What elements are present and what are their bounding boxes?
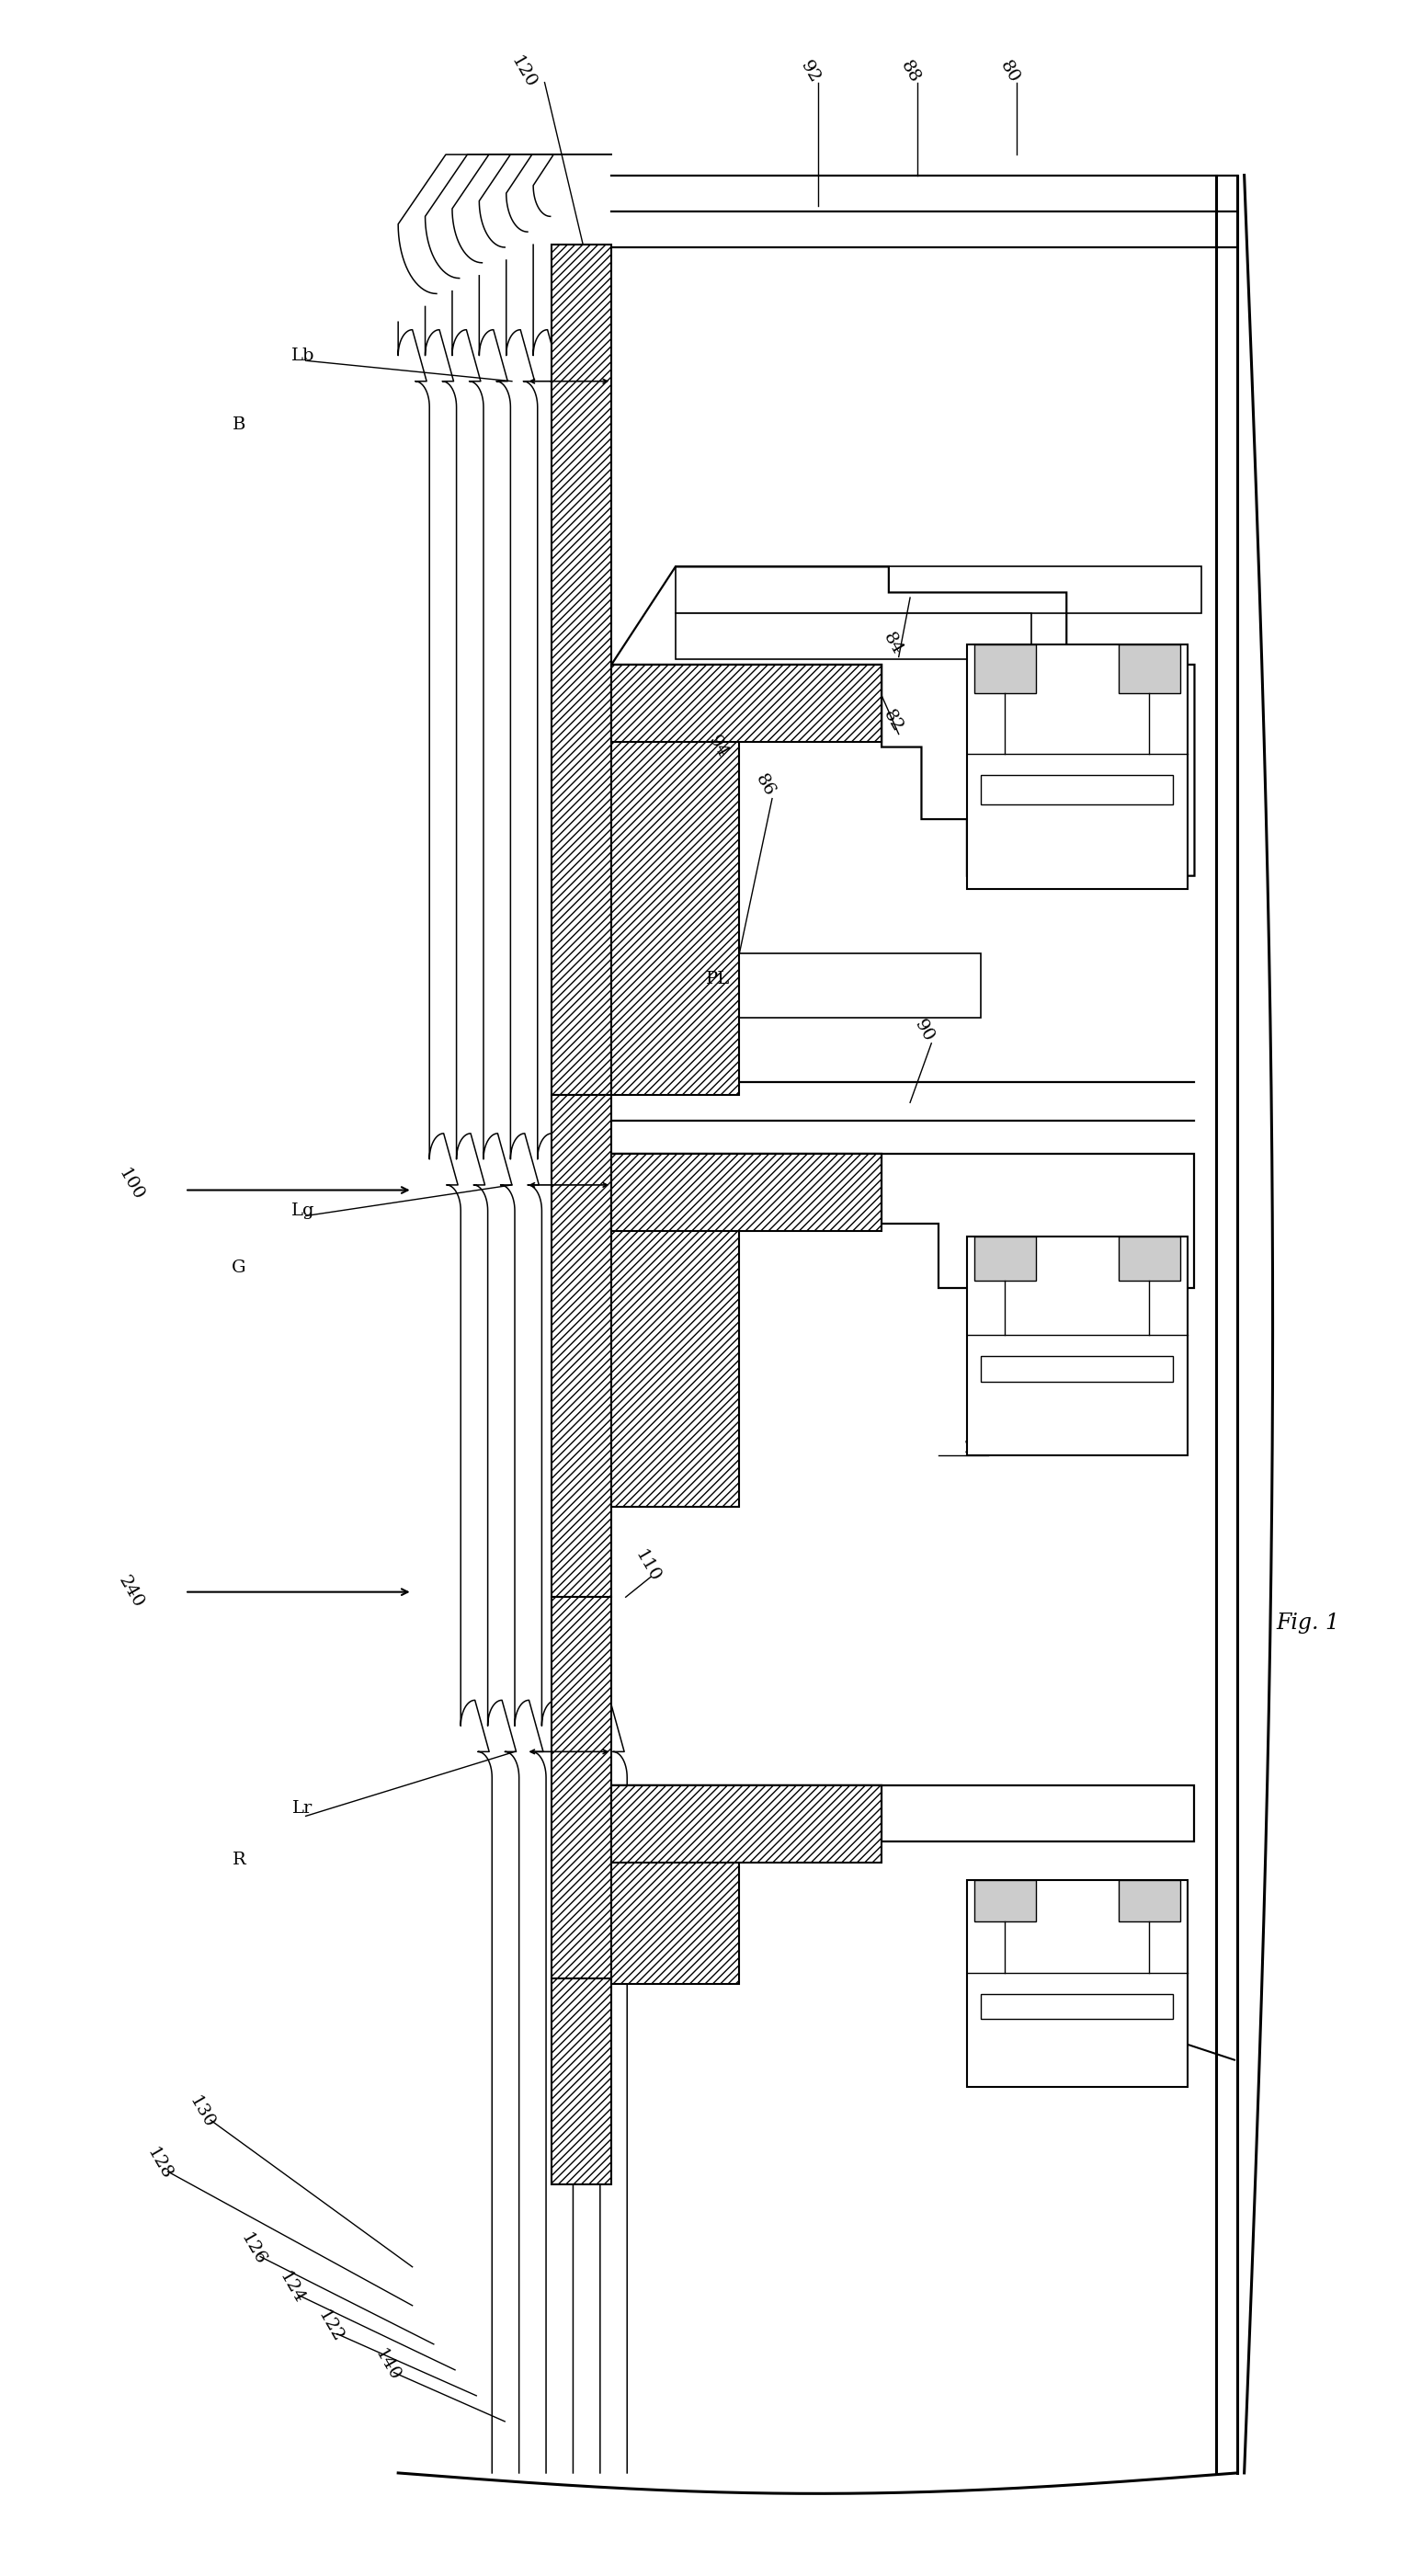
Bar bbox=[611, 683, 739, 1095]
Bar bbox=[974, 644, 1035, 693]
Text: 80: 80 bbox=[997, 59, 1022, 85]
Text: 128: 128 bbox=[144, 2146, 175, 2182]
Text: R: R bbox=[232, 1852, 246, 1868]
Bar bbox=[981, 775, 1173, 804]
Text: 100: 100 bbox=[115, 1167, 146, 1203]
Bar bbox=[552, 1095, 611, 1597]
Text: Fig. 1: Fig. 1 bbox=[1277, 1613, 1340, 1633]
Text: G: G bbox=[232, 1260, 246, 1275]
Bar bbox=[981, 1355, 1173, 1381]
Bar bbox=[974, 1880, 1035, 1922]
Text: Lr: Lr bbox=[293, 1801, 313, 1816]
Text: 240: 240 bbox=[115, 1574, 146, 1610]
Bar bbox=[552, 245, 611, 1095]
Text: 110: 110 bbox=[631, 1548, 663, 1584]
Text: Lb: Lb bbox=[292, 348, 314, 363]
Text: 94: 94 bbox=[705, 734, 731, 760]
Text: 88: 88 bbox=[897, 59, 923, 85]
Bar bbox=[611, 1785, 882, 1862]
Text: 130: 130 bbox=[186, 2094, 218, 2130]
Bar bbox=[611, 1803, 739, 1984]
Bar bbox=[611, 953, 981, 1018]
Bar bbox=[675, 567, 1202, 613]
Bar bbox=[1119, 1880, 1180, 1922]
Bar bbox=[611, 1172, 739, 1507]
Text: Lg: Lg bbox=[292, 1203, 314, 1218]
Bar bbox=[1119, 1236, 1180, 1280]
Bar bbox=[611, 665, 882, 742]
Text: B: B bbox=[232, 417, 246, 433]
Text: 120: 120 bbox=[508, 54, 539, 90]
Text: 124: 124 bbox=[276, 2269, 307, 2306]
Text: 140: 140 bbox=[371, 2347, 402, 2383]
Bar bbox=[675, 613, 1031, 659]
Bar bbox=[967, 1880, 1187, 2087]
Text: 200: 200 bbox=[964, 1440, 998, 1455]
Bar bbox=[552, 1978, 611, 2184]
Bar bbox=[967, 1236, 1187, 1455]
Text: 82: 82 bbox=[880, 708, 906, 734]
Text: 90: 90 bbox=[912, 1018, 937, 1043]
Text: TFT2: TFT2 bbox=[1148, 2035, 1185, 2087]
Bar bbox=[981, 1994, 1173, 2020]
Text: 126: 126 bbox=[237, 2231, 269, 2267]
Text: PL: PL bbox=[707, 971, 729, 987]
Bar bbox=[1119, 644, 1180, 693]
Text: 86: 86 bbox=[752, 773, 778, 799]
Text: 92: 92 bbox=[798, 59, 823, 85]
Bar bbox=[974, 1236, 1035, 1280]
Text: 122: 122 bbox=[314, 2308, 346, 2344]
Bar bbox=[611, 1154, 882, 1231]
Text: 84: 84 bbox=[880, 631, 906, 657]
Bar bbox=[552, 1597, 611, 1978]
Bar bbox=[967, 644, 1187, 889]
